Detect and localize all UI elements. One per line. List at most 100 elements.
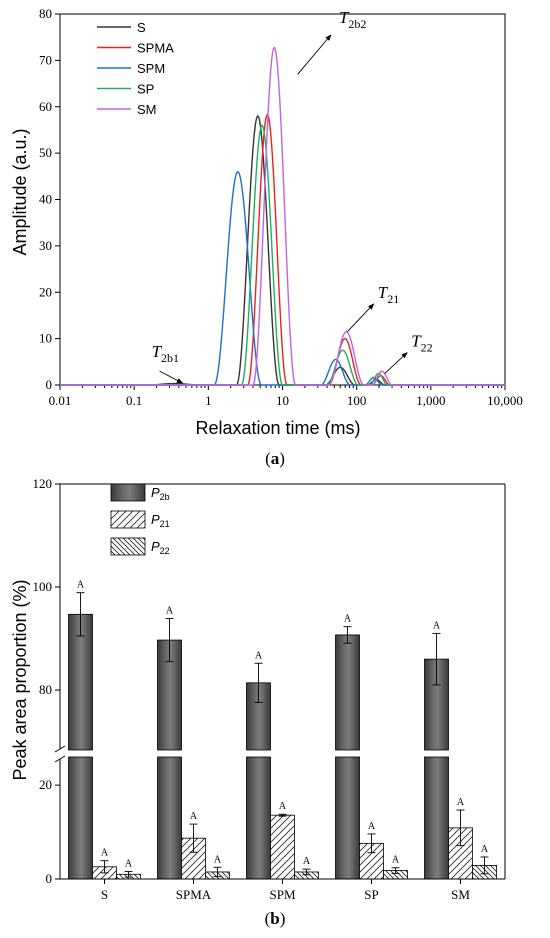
- significance-letter: A: [344, 614, 352, 625]
- panel-a-y-axis: 0 10 20 30 40 50 60 70 80: [39, 6, 60, 392]
- panel-a-y-axis-label: Amplitude (a.u.): [10, 128, 30, 255]
- x-tick-label: 0.01: [49, 393, 72, 408]
- annotation-label-22: T22: [411, 332, 432, 355]
- annotation-subscript: 2b1: [161, 351, 179, 365]
- legend-label-SP: SP: [137, 82, 154, 97]
- axis-break-mark: [54, 755, 66, 763]
- series-line-SPM: [60, 170, 505, 386]
- significance-letter: A: [392, 855, 400, 866]
- annotation-arrow-22: [384, 352, 408, 374]
- significance-letter: A: [77, 580, 85, 591]
- y-tick-label: 100: [33, 579, 53, 594]
- panel-b-axes: S SPMA SPM SP SM 0 20 80 100 120: [33, 476, 506, 902]
- x-tick-label: 10: [276, 393, 289, 408]
- bar-SPMA-P2b-lower: [157, 756, 182, 880]
- y-tick-label: 0: [46, 377, 53, 392]
- x-tick-label: 10,000: [487, 393, 523, 408]
- panel-b-bars: A A A A A A A A A A A A A A A: [68, 580, 497, 880]
- panel-b-caption: (b): [265, 909, 286, 928]
- panel-a-chart: 0 10 20 30 40 50 60 70 80 0.01 0.1 1 10 100 1,000 10,0…: [10, 6, 523, 468]
- annotation-label-2b1: T2b1: [152, 342, 179, 365]
- x-tick-label-SP: SP: [364, 887, 378, 902]
- panel-a-x-axis: 0.01 0.1 1 10 100 1,000 10,000: [49, 385, 523, 408]
- legend-label-base: P: [151, 539, 160, 554]
- y-tick-label: 120: [33, 476, 53, 491]
- annotation-arrow-21: [347, 303, 375, 332]
- bar-SM-P2b-lower: [424, 756, 449, 880]
- panel-a-plot-frame: [59, 13, 506, 386]
- bar-S-P2b: [68, 613, 93, 751]
- significance-letter: A: [214, 854, 222, 865]
- y-tick-label: 60: [39, 99, 52, 114]
- axis-break-mark: [54, 745, 66, 753]
- panel-a-legend: S SPMA SPM SP SM: [97, 20, 174, 117]
- legend-label-SPM: SPM: [137, 61, 165, 76]
- significance-letter: A: [166, 605, 174, 616]
- y-tick-label: 30: [39, 238, 52, 253]
- bar-S-P2b-lower: [68, 756, 93, 880]
- significance-letter: A: [125, 858, 133, 869]
- legend-label-subscript: 21: [160, 519, 170, 529]
- y-tick-label: 70: [39, 52, 52, 67]
- annotation-label-21: T21: [378, 283, 399, 306]
- x-tick-label-SPM: SPM: [269, 887, 295, 902]
- annotation-subscript: 21: [387, 292, 399, 306]
- x-tick-label: 1: [205, 393, 212, 408]
- legend-swatch-21: [110, 510, 146, 529]
- significance-letter: A: [481, 844, 489, 855]
- x-tick-label-SPMA: SPMA: [176, 887, 212, 902]
- annotation-subscript: 22: [421, 341, 433, 355]
- annotation-arrow-2b2: [297, 34, 332, 75]
- significance-letter: A: [433, 620, 441, 631]
- significance-letter: A: [303, 856, 311, 867]
- legend-swatch-22: [110, 537, 146, 556]
- x-tick-label-S: S: [101, 887, 108, 902]
- panel-b-y-axis-label: Peak area proportion (%): [10, 579, 30, 780]
- annotation-label-2b2: T2b2: [339, 8, 366, 31]
- panel-a-x-axis-label: Relaxation time (ms): [195, 418, 360, 438]
- significance-letter: A: [457, 797, 465, 808]
- legend-label-SM: SM: [137, 102, 157, 117]
- annotation-arrow-2b1: [159, 370, 184, 384]
- legend-label-subscript: 2b: [160, 492, 170, 502]
- significance-letter: A: [279, 801, 287, 812]
- significance-letter: A: [255, 650, 263, 661]
- annotation-base: T: [152, 342, 163, 361]
- legend-label-22: P22: [151, 539, 170, 556]
- legend-label-2b: P2b: [151, 485, 170, 502]
- legend-label-SPMA: SPMA: [137, 41, 174, 56]
- y-tick-label: 80: [39, 682, 52, 697]
- legend-label-subscript: 22: [160, 546, 170, 556]
- legend-label-21: P21: [151, 512, 170, 529]
- bar-SP-P2b: [335, 634, 360, 751]
- x-tick-label: 1,000: [416, 393, 445, 408]
- panel-a-caption: (a): [265, 449, 285, 468]
- panel-a-series-lines: [60, 46, 505, 386]
- legend-label-base: P: [151, 512, 160, 527]
- y-tick-label: 0: [46, 871, 53, 886]
- x-tick-label: 0.1: [126, 393, 142, 408]
- y-tick-label: 20: [39, 777, 52, 792]
- y-tick-label: 10: [39, 331, 52, 346]
- y-tick-label: 20: [39, 284, 52, 299]
- bar-SM-P2b: [424, 658, 449, 751]
- annotation-base: T: [378, 283, 389, 302]
- bar-SP-P2b-lower: [335, 756, 360, 880]
- significance-letter: A: [101, 848, 109, 859]
- bar-SPM-P21: [270, 814, 295, 880]
- legend-swatch-2b: [110, 483, 146, 502]
- x-tick-label-SM: SM: [451, 887, 470, 902]
- x-tick-label: 100: [347, 393, 367, 408]
- annotation-subscript: 2b2: [348, 17, 366, 31]
- y-tick-label: 50: [39, 145, 52, 160]
- legend-label-base: P: [151, 485, 160, 500]
- bar-SPM-P2b-lower: [246, 756, 271, 880]
- y-tick-label: 80: [39, 6, 52, 21]
- significance-letter: A: [368, 821, 376, 832]
- series-line-SM: [60, 46, 505, 386]
- significance-letter: A: [190, 811, 198, 822]
